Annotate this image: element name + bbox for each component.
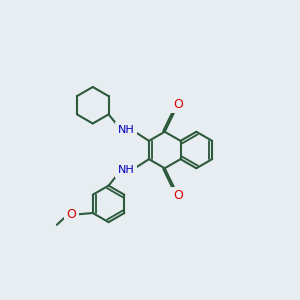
Text: O: O (173, 98, 183, 111)
Text: O: O (173, 189, 183, 203)
Text: NH: NH (118, 125, 135, 135)
Text: NH: NH (118, 165, 135, 175)
Text: O: O (67, 208, 76, 221)
